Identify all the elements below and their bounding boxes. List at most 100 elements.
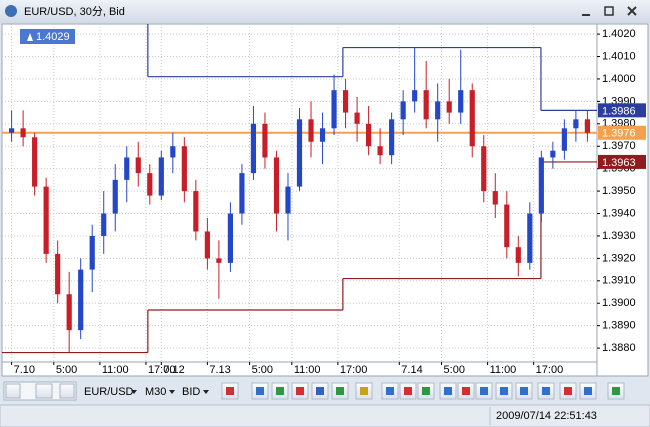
status-time: 2009/07/14 22:51:43 (496, 410, 597, 422)
maximize-button[interactable] (604, 6, 614, 16)
price-tag (598, 125, 646, 140)
x-tick-label: 5:00 (444, 364, 465, 376)
tool-icon (542, 387, 550, 395)
tool-icon (386, 387, 394, 395)
tool-icon (612, 387, 620, 395)
x-tick-label: 17:00 (340, 364, 368, 376)
candle-body (204, 231, 210, 259)
period-select[interactable]: M30 (145, 386, 166, 398)
price-tag (598, 103, 646, 118)
candle-body (342, 90, 349, 113)
time-axis (1, 361, 598, 377)
tool-icon (404, 387, 412, 395)
x-tick-label: 11:00 (102, 364, 129, 376)
scroll-thumb[interactable] (35, 383, 53, 399)
candle-body (446, 101, 452, 113)
x-tick-label: 7.10 (14, 364, 35, 376)
y-tick-label: 1.3900 (602, 297, 636, 309)
scroll-left[interactable] (5, 383, 21, 399)
price-tag-label: 1.3986 (602, 105, 636, 117)
window-title: EUR/USD, 30分, Bid (24, 5, 125, 18)
candle-body (135, 157, 141, 174)
candle-body (32, 137, 38, 187)
x-tick-label: 5:00 (56, 364, 77, 376)
tool-icon (336, 387, 344, 395)
candle-body (400, 101, 406, 120)
candle-body (492, 191, 498, 205)
candle-body (366, 123, 372, 147)
status-bar (0, 404, 650, 427)
candle-body (573, 119, 579, 129)
y-tick-label: 1.3930 (602, 230, 636, 242)
candle-body (20, 128, 26, 138)
candle-body (78, 269, 84, 331)
candle-body (458, 90, 464, 113)
app-icon (5, 5, 17, 17)
y-tick-label: 1.3910 (602, 275, 636, 287)
candle-body (124, 157, 130, 180)
x-tick-label: 7.14 (401, 364, 422, 376)
y-tick-label: 1.4010 (602, 50, 636, 62)
candle-body (158, 157, 164, 196)
close-button[interactable] (627, 6, 637, 16)
price-select[interactable]: BID (182, 386, 200, 398)
candle-body (550, 150, 556, 158)
candle-body (239, 173, 245, 214)
tool-icon (500, 387, 508, 395)
y-tick-label: 1.4020 (602, 28, 636, 40)
candle-body (527, 213, 533, 263)
candle-body (285, 186, 291, 214)
plot-area (1, 23, 598, 363)
tool-icon (256, 387, 264, 395)
candle-body (193, 191, 199, 232)
tool-icon (422, 387, 430, 395)
axes: 1.40201.40101.40001.39901.39801.39701.39… (11, 28, 646, 376)
candle-body (216, 258, 222, 263)
y-tick-label: 1.3950 (602, 185, 636, 197)
price-axis (596, 23, 649, 377)
offscreen-high-label: 1.4029 (36, 31, 70, 43)
price-tag (598, 154, 646, 169)
dropdown-arrow (203, 390, 209, 394)
x-tick-label: 11:00 (490, 364, 517, 376)
window-buttons[interactable] (582, 6, 637, 16)
candle-body (112, 179, 118, 214)
title-bar (0, 0, 650, 23)
price-tag-label: 1.3976 (602, 128, 636, 140)
tool-icon (444, 387, 452, 395)
candle-body (423, 90, 429, 120)
tool-icon (520, 387, 528, 395)
y-tick-label: 1.3970 (602, 140, 636, 152)
candle-body (250, 123, 257, 174)
candle-body (9, 128, 15, 133)
y-tick-label: 1.3880 (602, 342, 636, 354)
tool-icon (296, 387, 304, 395)
dropdown-arrow (131, 390, 137, 394)
candle-body (66, 294, 72, 331)
candle-body (55, 253, 61, 295)
tool-icon (316, 387, 324, 395)
tool-buttons (221, 382, 625, 400)
dropdown-arrow (169, 390, 175, 394)
candle-body (538, 157, 544, 214)
candle-body (273, 157, 280, 214)
scroll-right[interactable] (59, 383, 75, 399)
x-tick-label: 17:00 (536, 364, 564, 376)
offscreen-high-tag (20, 29, 75, 44)
y-tick-label: 1.3890 (602, 320, 636, 332)
candle-body (101, 213, 107, 236)
candle-body (412, 90, 418, 102)
tool-icon (360, 387, 368, 395)
symbol-select[interactable]: EUR/USD (84, 386, 134, 398)
y-tick-label: 1.3980 (602, 118, 636, 130)
candle-body (584, 119, 590, 133)
candle-body (377, 146, 383, 156)
candle-body (435, 101, 441, 120)
x-tick-label: 11:00 (294, 364, 321, 376)
plot (2, 24, 597, 362)
y-tick-label: 1.3940 (602, 207, 636, 219)
candle-body (147, 173, 153, 196)
candle-body (469, 90, 475, 147)
candle-body (389, 119, 395, 156)
